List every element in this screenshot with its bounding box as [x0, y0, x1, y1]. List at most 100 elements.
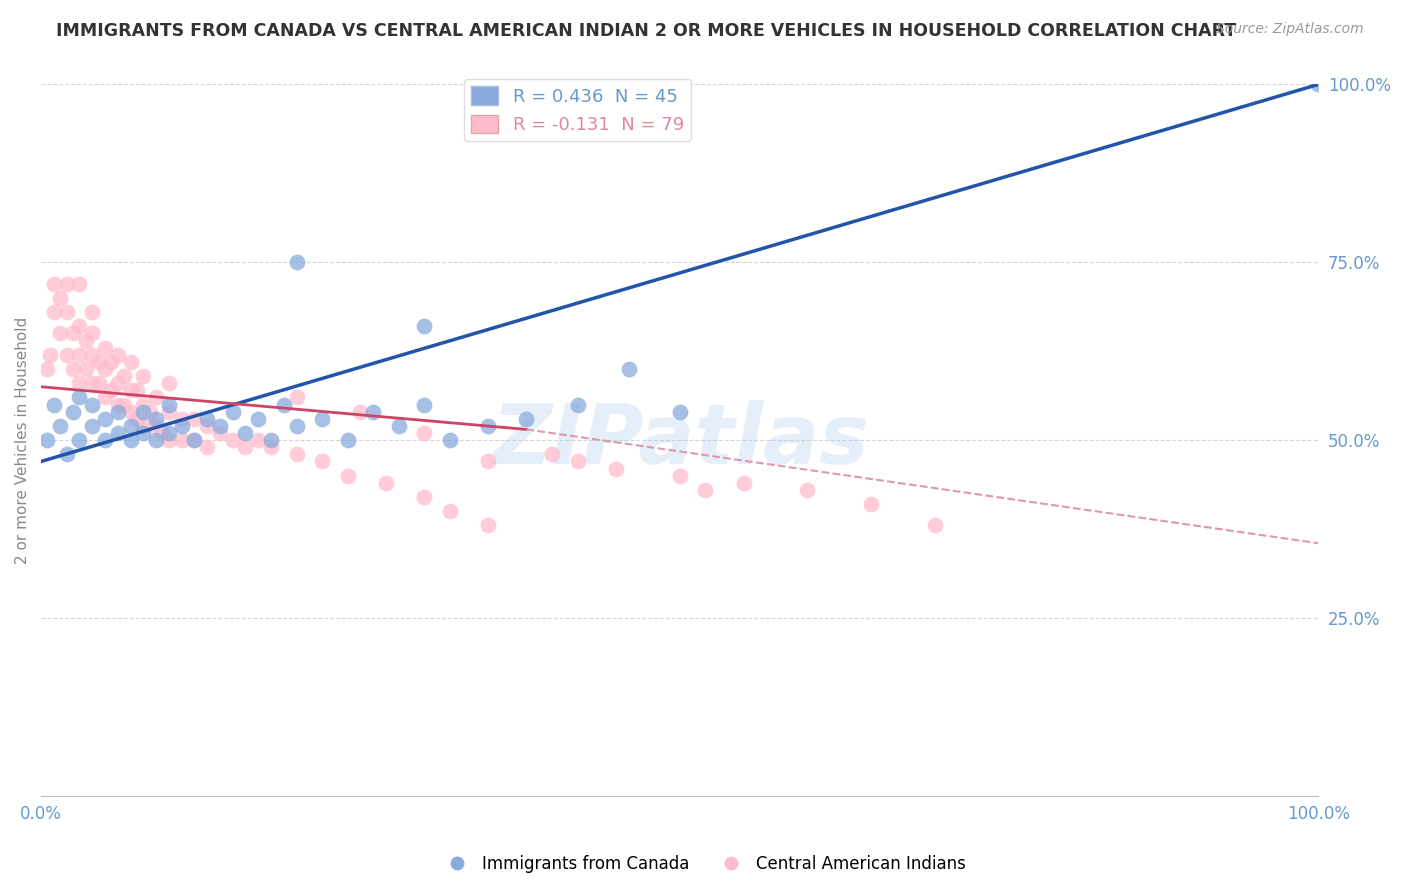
Point — [94, 433, 117, 447]
Point — [138, 404, 160, 418]
Point — [311, 454, 333, 468]
Point — [413, 490, 436, 504]
Point — [567, 454, 589, 468]
Point — [94, 411, 117, 425]
Point — [361, 404, 384, 418]
Legend: Immigrants from Canada, Central American Indians: Immigrants from Canada, Central American… — [433, 848, 973, 880]
Point — [125, 411, 148, 425]
Point — [82, 348, 104, 362]
Point — [260, 440, 283, 454]
Point — [157, 433, 180, 447]
Point — [247, 411, 270, 425]
Point — [107, 376, 129, 391]
Point — [668, 468, 690, 483]
Point — [221, 433, 243, 447]
Point — [860, 497, 883, 511]
Point — [152, 425, 174, 440]
Point — [439, 504, 461, 518]
Point — [42, 277, 65, 291]
Point — [37, 362, 59, 376]
Point — [145, 433, 167, 447]
Point — [617, 362, 640, 376]
Point — [413, 319, 436, 334]
Point — [82, 418, 104, 433]
Point — [1308, 78, 1330, 92]
Point — [796, 483, 818, 497]
Point — [82, 376, 104, 391]
Point — [195, 418, 218, 433]
Point — [477, 418, 499, 433]
Point — [55, 348, 77, 362]
Point — [82, 398, 104, 412]
Point — [439, 433, 461, 447]
Point — [285, 391, 308, 405]
Point — [145, 391, 167, 405]
Point — [413, 425, 436, 440]
Point — [170, 418, 193, 433]
Point — [132, 369, 155, 384]
Point — [112, 398, 135, 412]
Point — [668, 404, 690, 418]
Point — [107, 398, 129, 412]
Point — [125, 384, 148, 398]
Point — [605, 461, 627, 475]
Point — [107, 425, 129, 440]
Point — [112, 369, 135, 384]
Point — [157, 398, 180, 412]
Point — [195, 411, 218, 425]
Point — [477, 454, 499, 468]
Point — [67, 391, 90, 405]
Y-axis label: 2 or more Vehicles in Household: 2 or more Vehicles in Household — [15, 317, 30, 564]
Point — [87, 376, 110, 391]
Point — [100, 384, 122, 398]
Point — [273, 398, 295, 412]
Point — [157, 404, 180, 418]
Point — [515, 411, 537, 425]
Point — [107, 404, 129, 418]
Point — [120, 404, 142, 418]
Point — [49, 326, 72, 341]
Point — [39, 348, 62, 362]
Point — [67, 319, 90, 334]
Point — [157, 425, 180, 440]
Point — [924, 518, 946, 533]
Point — [107, 348, 129, 362]
Point — [94, 362, 117, 376]
Point — [183, 411, 205, 425]
Point — [235, 440, 257, 454]
Point — [311, 411, 333, 425]
Point — [55, 277, 77, 291]
Point — [67, 348, 90, 362]
Point — [170, 411, 193, 425]
Point — [695, 483, 717, 497]
Point — [413, 398, 436, 412]
Point — [42, 305, 65, 319]
Point — [170, 433, 193, 447]
Point — [208, 418, 231, 433]
Point — [132, 404, 155, 418]
Point — [62, 326, 84, 341]
Point — [67, 376, 90, 391]
Point — [94, 391, 117, 405]
Point — [75, 362, 97, 376]
Point — [87, 355, 110, 369]
Point — [67, 433, 90, 447]
Point — [145, 418, 167, 433]
Point — [145, 411, 167, 425]
Point — [55, 305, 77, 319]
Point — [82, 305, 104, 319]
Point — [541, 447, 564, 461]
Point — [42, 398, 65, 412]
Point — [285, 255, 308, 269]
Point — [388, 418, 411, 433]
Point — [477, 518, 499, 533]
Point — [221, 404, 243, 418]
Point — [260, 433, 283, 447]
Point — [235, 425, 257, 440]
Point — [120, 384, 142, 398]
Point — [67, 277, 90, 291]
Point — [733, 475, 755, 490]
Point — [132, 398, 155, 412]
Point — [49, 291, 72, 305]
Point — [94, 341, 117, 355]
